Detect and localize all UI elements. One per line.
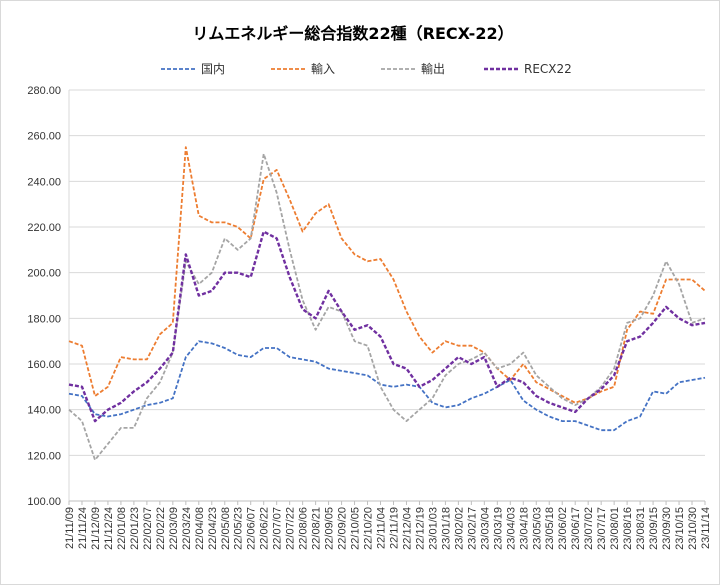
x-tick-label: 22/08/06: [298, 507, 310, 550]
x-tick-label: 22/09/20: [337, 507, 349, 550]
x-tick-label: 23/07/02: [583, 507, 595, 550]
series-line-3: [68, 230, 706, 423]
x-tick-label: 23/03/04: [479, 507, 491, 550]
x-tick-label: 21/11/09: [64, 507, 76, 549]
x-tick-label: 23/02/17: [466, 507, 478, 550]
x-tick-label: 23/02/02: [453, 507, 465, 550]
legend-label-0: 国内: [201, 62, 225, 76]
x-tick-label: 22/06/22: [259, 507, 271, 550]
x-tick-label: 22/11/04: [376, 507, 388, 549]
x-tick-label: 22/10/05: [350, 507, 362, 550]
x-tick-label: 23/05/03: [531, 507, 543, 550]
x-tick-label: 23/03/19: [492, 507, 504, 550]
x-tick-label: 23/01/18: [440, 507, 452, 550]
x-tick-label: 21/12/09: [90, 507, 102, 550]
x-tick-label: 23/01/03: [427, 507, 439, 550]
gridlines: [68, 89, 705, 502]
legend-label-2: 輸出: [421, 61, 445, 76]
x-tick-label: 23/06/02: [557, 507, 569, 550]
x-tick-label: 22/02/07: [142, 507, 154, 550]
x-tick-label: 21/12/24: [103, 507, 115, 550]
x-tick-label: 21/11/24: [77, 507, 89, 549]
x-tick-label: 22/02/22: [155, 507, 167, 550]
x-tick-label: 22/07/07: [272, 507, 284, 550]
y-tick-label: 100.00: [27, 496, 61, 508]
y-tick-label: 200.00: [27, 268, 61, 280]
x-tick-label: 23/08/01: [609, 507, 621, 550]
y-tick-label: 220.00: [27, 222, 61, 234]
legend-label-3: RECX22: [524, 62, 572, 76]
x-tick-label: 23/09/30: [661, 507, 673, 550]
x-tick-label: 23/04/03: [505, 507, 517, 550]
chart-title: リムエネルギー総合指数22種（RECX-22）: [192, 24, 513, 43]
x-tick-label: 22/08/21: [311, 507, 323, 550]
series-line-2: [68, 153, 706, 461]
x-tick-label: 22/12/04: [401, 507, 413, 550]
series-line-1: [68, 146, 706, 404]
x-axis: 21/11/09 21/11/24 21/12/09 21/12/24 22/01/08…: [64, 500, 712, 550]
x-tick-label: 23/04/18: [518, 507, 530, 550]
x-tick-label: 23/08/31: [635, 507, 647, 550]
x-tick-label: 22/10/20: [363, 507, 375, 550]
x-tick-label: 23/10/15: [674, 507, 686, 550]
series-lines: [68, 146, 706, 461]
x-tick-label: 22/11/19: [388, 507, 400, 549]
x-tick-label: 22/04/08: [194, 507, 206, 550]
y-tick-label: 160.00: [27, 359, 61, 371]
y-tick-label: 240.00: [27, 176, 61, 188]
x-tick-label: 22/04/23: [207, 507, 219, 550]
x-tick-label: 22/05/08: [220, 507, 232, 550]
x-tick-label: 23/07/17: [596, 507, 608, 550]
x-tick-label: 23/08/16: [622, 507, 634, 550]
x-tick-label: 23/06/17: [570, 507, 582, 550]
legend-label-1: 輸入: [311, 61, 335, 76]
x-tick-label: 22/06/07: [246, 507, 258, 550]
y-tick-label: 260.00: [27, 131, 61, 143]
x-tick-label: 23/05/18: [544, 507, 556, 550]
y-axis: 100.00 120.00 140.00 160.00 180.00 200.00 220.…: [27, 85, 61, 508]
x-tick-label: 22/12/19: [414, 507, 426, 550]
y-tick-label: 180.00: [27, 313, 61, 325]
y-tick-label: 140.00: [27, 405, 61, 417]
x-tick-label: 22/01/08: [116, 507, 128, 550]
x-tick-label: 22/01/23: [129, 507, 141, 550]
chart-legend: 国内 輸入 輸出 RECX22: [161, 61, 572, 76]
x-tick-label: 23/10/30: [687, 507, 699, 550]
y-tick-label: 280.00: [27, 85, 61, 97]
x-tick-label: 22/05/23: [233, 507, 245, 550]
y-tick-label: 120.00: [27, 450, 61, 462]
x-tick-label: 22/07/22: [285, 507, 297, 550]
series-line-0: [68, 340, 706, 432]
x-tick-label: 22/09/05: [324, 507, 336, 550]
x-tick-label: 23/09/15: [648, 507, 660, 550]
x-tick-label: 22/03/24: [181, 507, 193, 550]
x-tick-label: 22/03/09: [168, 507, 180, 550]
x-tick-label: 23/11/14: [700, 507, 712, 549]
